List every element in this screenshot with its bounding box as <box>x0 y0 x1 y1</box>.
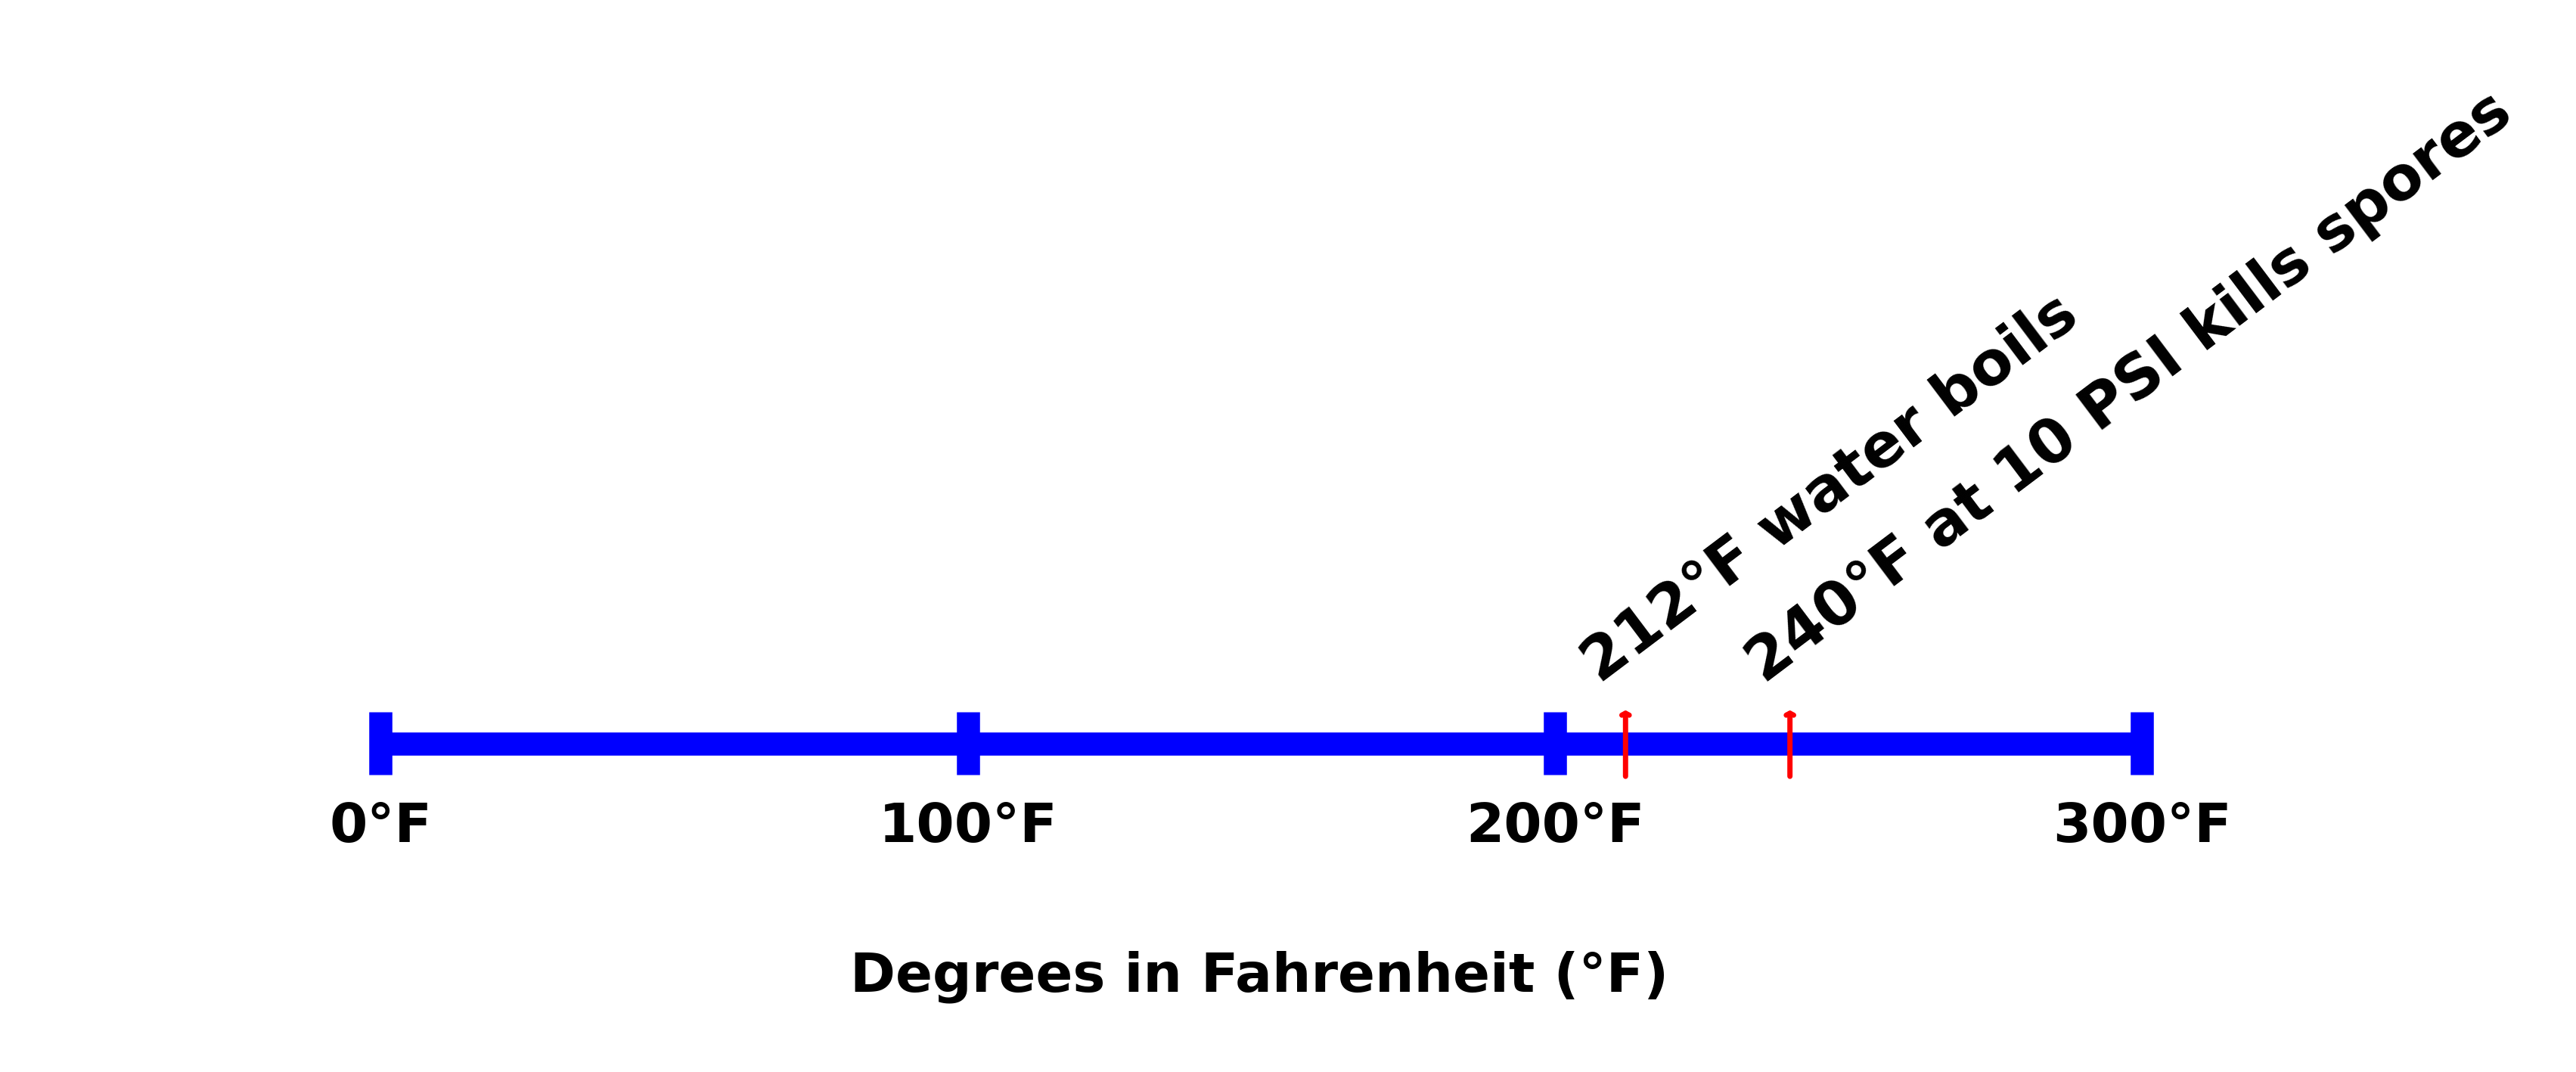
Text: 0°F: 0°F <box>330 801 433 853</box>
Text: 300°F: 300°F <box>2053 801 2231 853</box>
Text: 240°F at 10 PSI kills spores: 240°F at 10 PSI kills spores <box>1736 81 2522 695</box>
Text: 200°F: 200°F <box>1466 801 1643 853</box>
Text: 212°F water boils: 212°F water boils <box>1571 284 2089 695</box>
Text: 100°F: 100°F <box>878 801 1056 853</box>
Text: Degrees in Fahrenheit (°F): Degrees in Fahrenheit (°F) <box>850 951 1669 1003</box>
